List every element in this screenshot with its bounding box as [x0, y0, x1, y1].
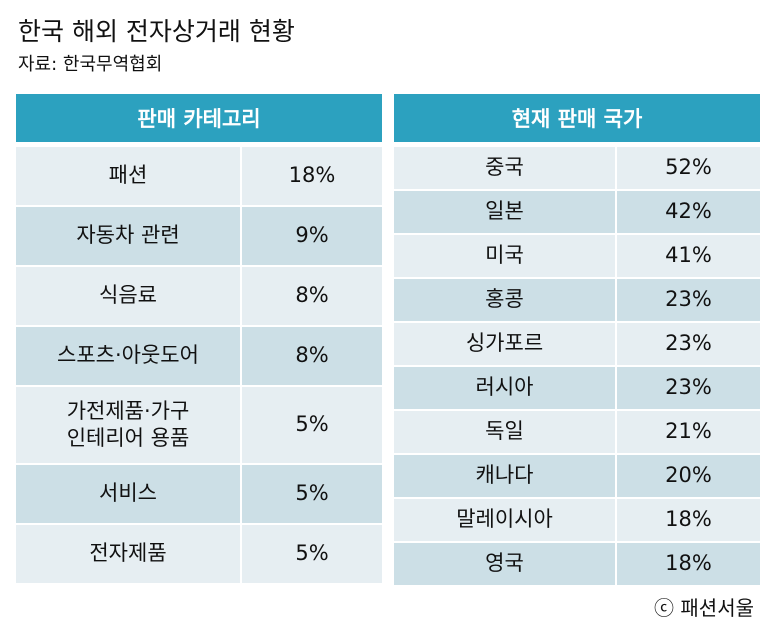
row-label: 싱가포르	[394, 323, 615, 365]
row-value: 41%	[617, 235, 760, 277]
row-value: 20%	[617, 455, 760, 497]
row-label: 홍콩	[394, 279, 615, 321]
table-row: 패션 18%	[16, 147, 382, 205]
page-title: 한국 해외 전자상거래 현황	[18, 17, 295, 46]
table-row: 스포츠·아웃도어 8%	[16, 327, 382, 385]
row-label: 가전제품·가구 인테리어 용품	[16, 387, 240, 463]
row-value: 8%	[242, 267, 382, 325]
table-row: 일본 42%	[394, 191, 760, 233]
row-value: 9%	[242, 207, 382, 265]
table-row: 말레이시아 18%	[394, 499, 760, 541]
table-row: 중국 52%	[394, 147, 760, 189]
row-label: 영국	[394, 543, 615, 585]
table-row: 독일 21%	[394, 411, 760, 453]
sales-category-table: 판매 카테고리 패션 18% 자동차 관련 9% 식음료 8% 스포츠·아웃도어 8% 가전제품…	[16, 94, 382, 585]
row-value: 52%	[617, 147, 760, 189]
row-label: 러시아	[394, 367, 615, 409]
table-header: 현재 판매 국가	[394, 94, 760, 142]
row-label: 캐나다	[394, 455, 615, 497]
row-label: 서비스	[16, 465, 240, 523]
row-value: 18%	[617, 543, 760, 585]
row-label: 자동차 관련	[16, 207, 240, 265]
row-value: 5%	[242, 465, 382, 523]
table-row: 서비스 5%	[16, 465, 382, 523]
table-row: 홍콩 23%	[394, 279, 760, 321]
row-label: 일본	[394, 191, 615, 233]
row-value: 23%	[617, 279, 760, 321]
row-value: 21%	[617, 411, 760, 453]
copyright-credit: ⓒ 패션서울	[654, 596, 754, 620]
table-row: 미국 41%	[394, 235, 760, 277]
row-label: 말레이시아	[394, 499, 615, 541]
table-row: 싱가포르 23%	[394, 323, 760, 365]
row-value: 23%	[617, 323, 760, 365]
table-row: 캐나다 20%	[394, 455, 760, 497]
table-row: 러시아 23%	[394, 367, 760, 409]
table-row: 가전제품·가구 인테리어 용품 5%	[16, 387, 382, 463]
table-header: 판매 카테고리	[16, 94, 382, 142]
table-row: 전자제품 5%	[16, 525, 382, 583]
row-value: 42%	[617, 191, 760, 233]
source-note: 자료: 한국무역협회	[18, 54, 163, 75]
row-value: 23%	[617, 367, 760, 409]
row-value: 5%	[242, 525, 382, 583]
table-row: 자동차 관련 9%	[16, 207, 382, 265]
table-row: 식음료 8%	[16, 267, 382, 325]
row-label: 스포츠·아웃도어	[16, 327, 240, 385]
row-label: 미국	[394, 235, 615, 277]
row-label: 패션	[16, 147, 240, 205]
row-label: 전자제품	[16, 525, 240, 583]
row-label: 식음료	[16, 267, 240, 325]
row-value: 5%	[242, 387, 382, 463]
row-label: 독일	[394, 411, 615, 453]
row-value: 18%	[242, 147, 382, 205]
table-row: 영국 18%	[394, 543, 760, 585]
row-value: 18%	[617, 499, 760, 541]
sales-country-table: 현재 판매 국가 중국 52% 일본 42% 미국 41% 홍콩 23% 싱가포르 23% 러시아 2…	[394, 94, 760, 587]
row-label: 중국	[394, 147, 615, 189]
row-value: 8%	[242, 327, 382, 385]
